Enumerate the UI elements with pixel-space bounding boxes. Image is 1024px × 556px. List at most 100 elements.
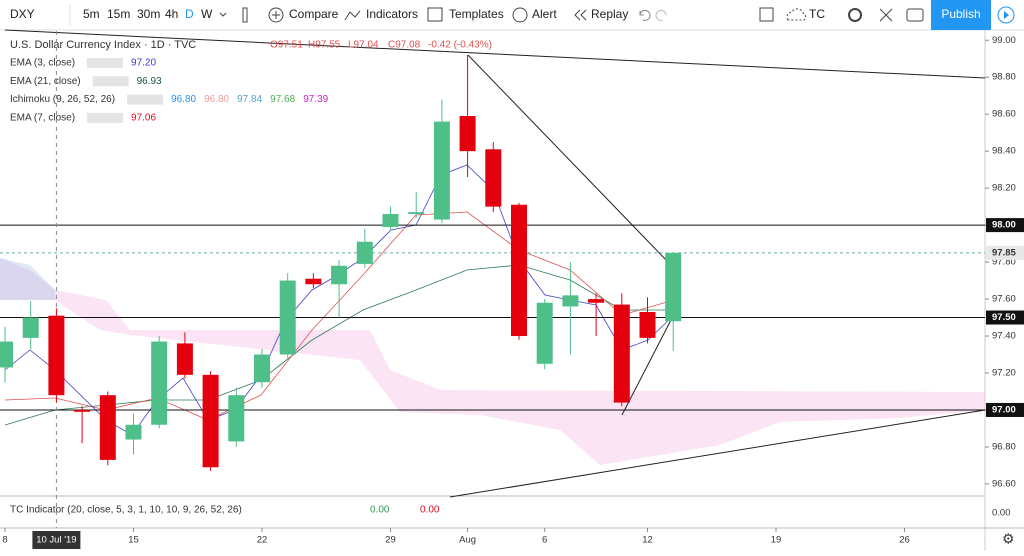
study-value: 96.80 (171, 94, 196, 105)
interval[interactable]: 30m (137, 7, 160, 21)
interval[interactable]: 5m (83, 7, 100, 21)
interval[interactable]: 15m (107, 7, 130, 21)
level-label: 98.00 (992, 220, 1016, 231)
interval[interactable]: 4h (165, 7, 178, 21)
last-price-label: 97.85 (992, 247, 1016, 258)
candle-body (228, 395, 245, 442)
legend-close: C97.08 (388, 40, 421, 51)
candle-body (511, 204, 527, 337)
candle-body (202, 374, 219, 468)
candle-body (279, 280, 296, 355)
indicators-icon[interactable] (344, 10, 361, 21)
snapshot-icon[interactable] (906, 8, 924, 22)
candle-body (588, 299, 605, 303)
y-tick-label: 98.60 (992, 109, 1016, 120)
study-name: EMA (21, close) (10, 76, 81, 87)
compare-icon[interactable] (268, 7, 284, 23)
study-value: 97.06 (131, 113, 156, 124)
candle-body (48, 315, 65, 396)
study-controls (127, 94, 164, 105)
candle-body (99, 395, 116, 460)
candle-body (0, 341, 13, 368)
crosshair-label-bg (32, 531, 81, 549)
compare-icon (272, 11, 280, 19)
fullscreen-icon[interactable] (879, 8, 893, 22)
lower-pane-value: 0.00 (420, 505, 440, 516)
layout-icon[interactable] (759, 7, 774, 22)
x-tick-label: 19 (771, 535, 782, 546)
study-name: Ichimoku (9, 26, 52, 26) (10, 94, 115, 105)
indicators[interactable]: Indicators (366, 7, 418, 21)
candle-body (536, 302, 553, 364)
last-price-bg (986, 245, 1024, 260)
x-tick-label: Aug (459, 535, 476, 546)
y-tick-label: 98.20 (992, 183, 1016, 194)
compare[interactable]: Compare (289, 7, 339, 21)
publish[interactable]: Publish (941, 7, 980, 21)
study-value: 96.80 (204, 94, 229, 105)
toolbar-bg (0, 0, 1024, 30)
play-icon[interactable] (997, 6, 1015, 24)
candle-body (176, 343, 193, 375)
settings-icon[interactable]: ⚙ (1002, 531, 1015, 547)
level-label-bg (986, 310, 1024, 325)
study-controls (87, 112, 124, 123)
x-tick-label: 26 (899, 535, 910, 546)
y-tick-label: 99.00 (992, 35, 1016, 46)
lower-pane-value: 0.00 (370, 505, 390, 516)
level-label: 97.50 (992, 312, 1016, 323)
study-name: EMA (3, close) (10, 58, 75, 69)
legend-high: H97.55 (308, 40, 341, 51)
study-name: EMA (7, close) (10, 113, 75, 124)
layout-name[interactable]: TC (809, 7, 825, 21)
study-controls (87, 58, 124, 68)
dropdown-icon[interactable] (219, 12, 227, 17)
candle-body (562, 295, 579, 307)
y-tick-label: 97.60 (992, 294, 1016, 305)
lower-pane-title: TC Indicator (20, close, 5, 3, 1, 10, 10… (10, 505, 242, 516)
publish-button[interactable] (931, 0, 991, 30)
templates[interactable]: Templates (449, 7, 504, 21)
y-tick-label: 96.60 (992, 478, 1016, 489)
candle-body (459, 116, 476, 152)
interval[interactable]: D (185, 7, 194, 21)
x-tick-label: 6 (542, 535, 547, 546)
x-tick-label: 15 (128, 535, 139, 546)
candle-body (665, 252, 682, 322)
replay-icon[interactable] (574, 9, 587, 21)
candle-body (356, 241, 373, 264)
y-tick-label: 98.40 (992, 146, 1016, 157)
ichimoku-cloud (0, 258, 985, 465)
candle-body (305, 278, 322, 285)
templates-icon[interactable] (427, 7, 443, 22)
x-tick-label: 22 (257, 535, 268, 546)
x-tick-label: 29 (385, 535, 396, 546)
candle-icon[interactable] (242, 7, 248, 23)
candle-body (22, 317, 39, 338)
level-label-bg (986, 218, 1024, 233)
symbol[interactable]: DXY (10, 7, 35, 21)
study-controls (92, 76, 129, 87)
settings-icon[interactable] (848, 8, 862, 22)
ichimoku-cloud (0, 258, 55, 300)
legend-low: L97.04 (348, 40, 379, 51)
crosshair-label: 10 Jul '19 (36, 535, 76, 546)
trendline (467, 54, 669, 263)
study-value: 97.20 (131, 58, 156, 69)
cloud-icon[interactable] (786, 8, 807, 21)
candle-body (433, 121, 450, 220)
redo-icon[interactable] (655, 9, 667, 21)
study-value: 97.84 (237, 94, 262, 105)
undo-icon[interactable] (639, 9, 651, 21)
y-tick-label: 97.80 (992, 257, 1016, 268)
trendline (621, 317, 673, 416)
replay[interactable]: Replay (591, 7, 628, 21)
legend-open: O97.51 (270, 40, 303, 51)
interval[interactable]: W (201, 7, 213, 21)
alert[interactable]: Alert (532, 7, 557, 21)
alert-icon[interactable] (512, 7, 528, 23)
x-tick-label: 12 (642, 535, 653, 546)
y-tick-label: 97.20 (992, 368, 1016, 379)
